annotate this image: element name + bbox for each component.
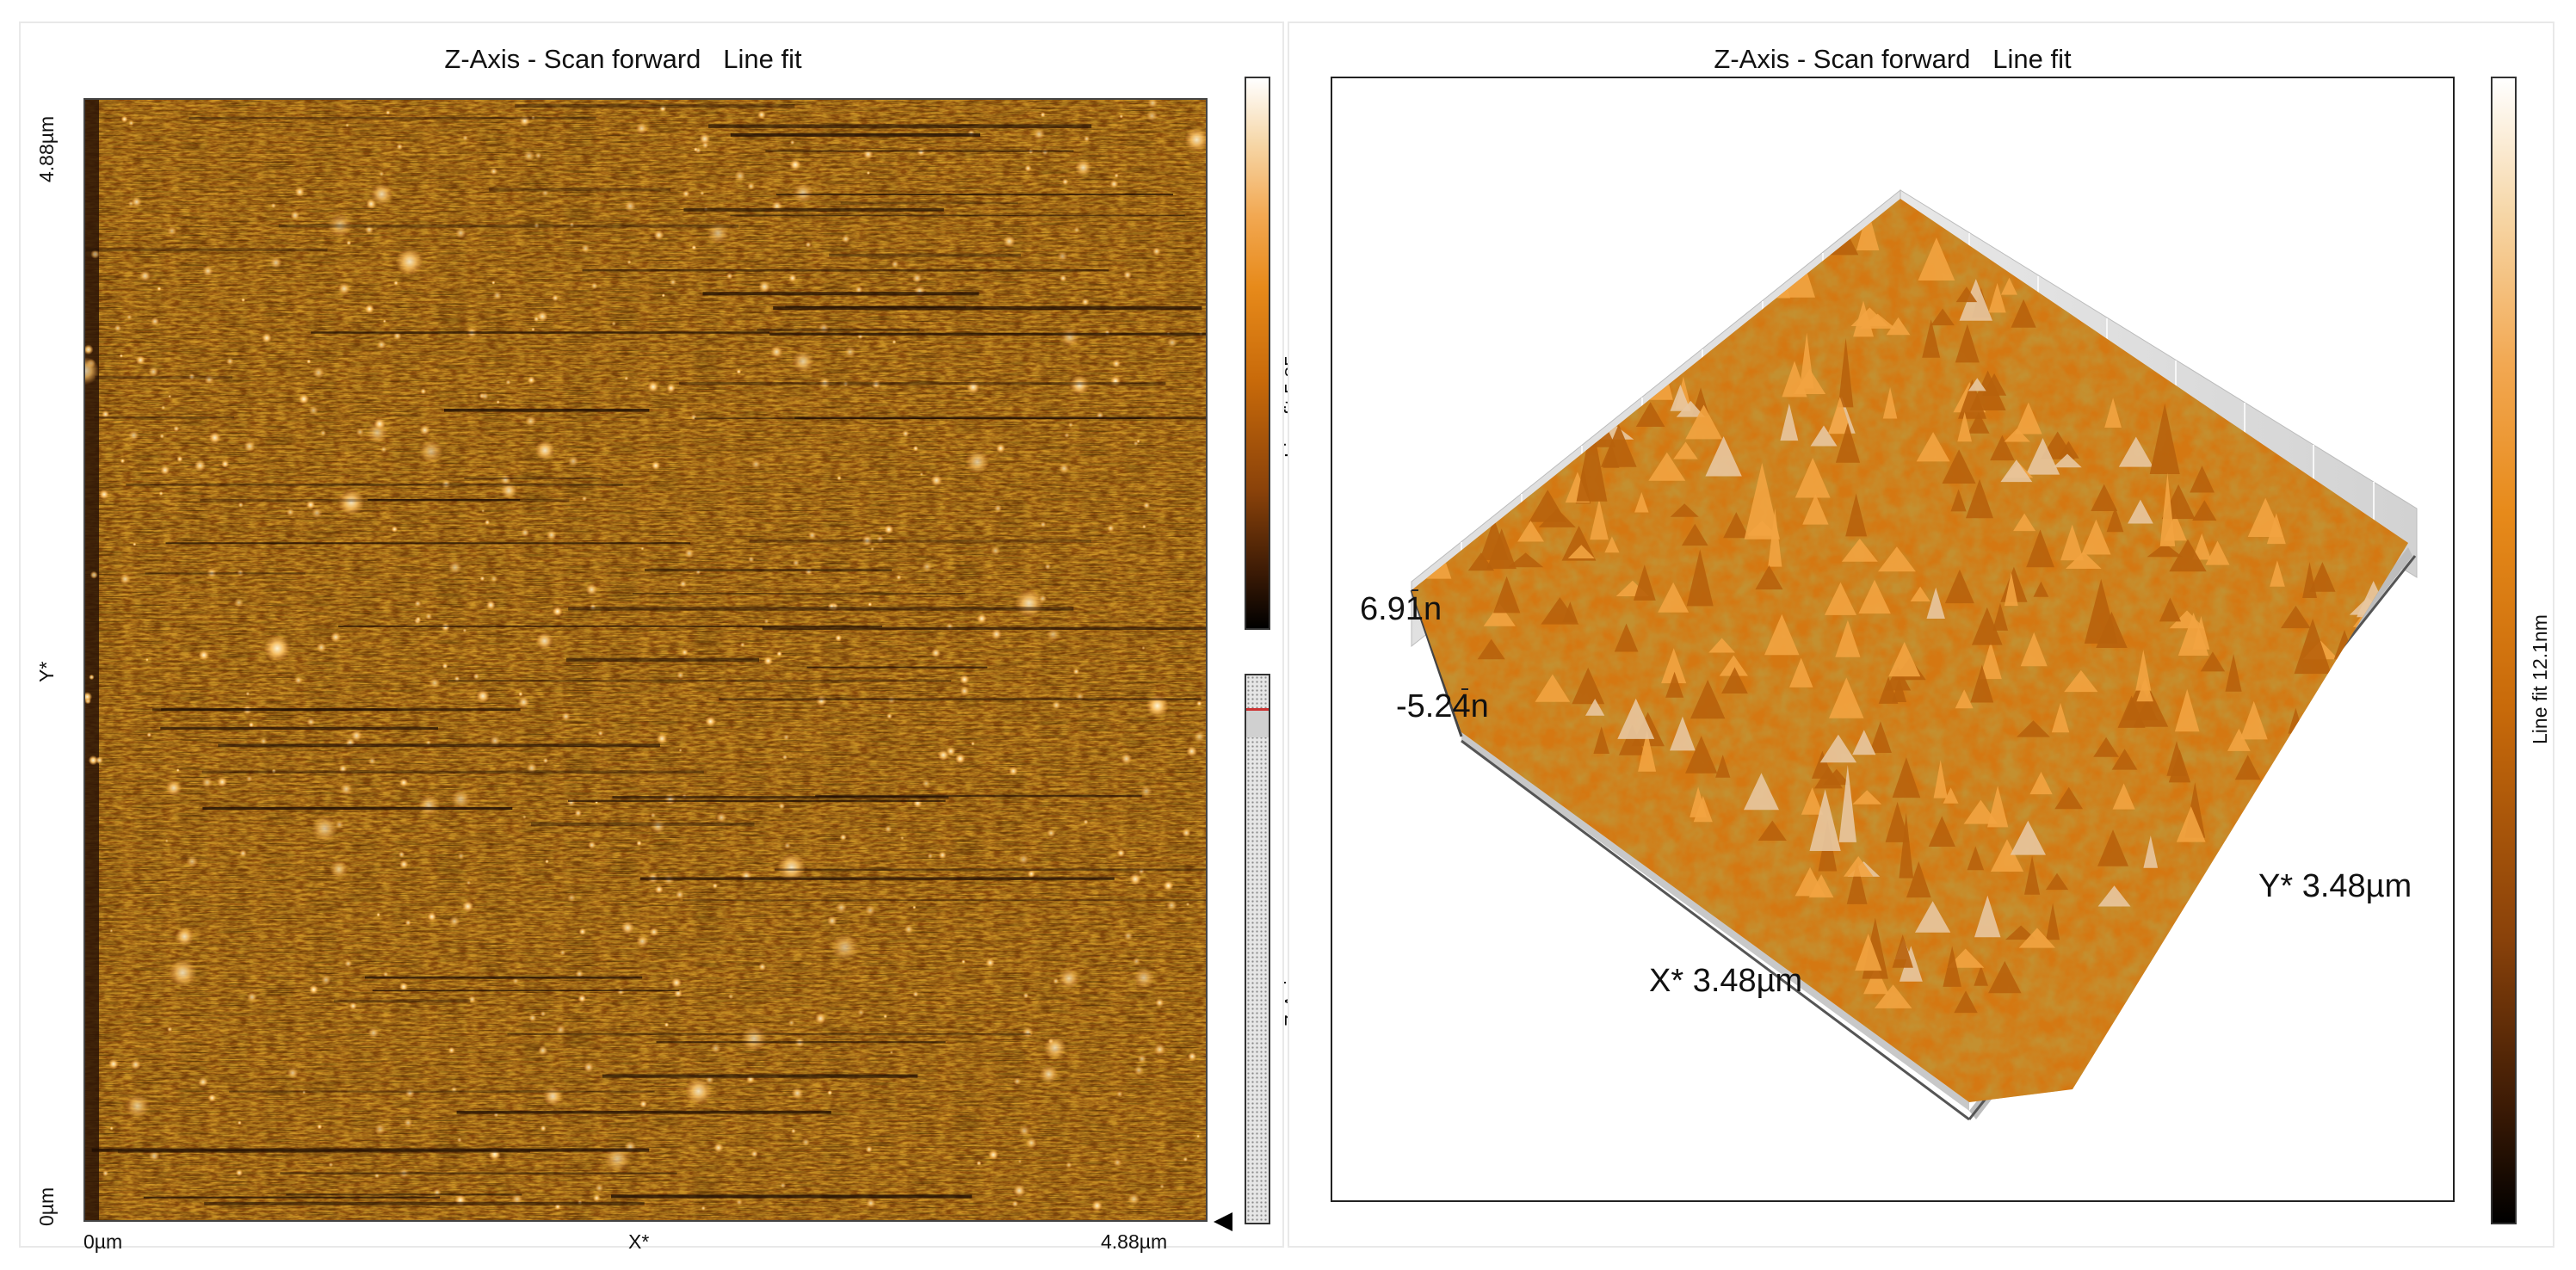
3d-surface-render xyxy=(1410,188,2418,1121)
y-axis-3d-label: Y* 3.48µm xyxy=(2258,868,2412,904)
topography-2d-panel: Z-Axis - Scan forward Line fit 4.88µm Y*… xyxy=(19,22,1303,1252)
z-max-label: 6.91n xyxy=(1360,591,1442,627)
x-axis-right-label: 4.88µm xyxy=(1101,1230,1168,1253)
x-axis-3d-label: X* 3.48µm xyxy=(1649,963,1803,999)
colorbar-label-3d: Line fit 12.1nm xyxy=(2529,614,2551,744)
height-colorbar-3d xyxy=(2491,77,2517,1224)
z-min-label: -5.24n xyxy=(1396,688,1489,724)
topography-3d-panel: Z-Axis - Scan forward Line fit xyxy=(1288,22,2554,1248)
y-axis-top-label: 4.88µm xyxy=(35,115,58,182)
x-axis-left-label: 0µm xyxy=(83,1230,123,1253)
z-axis-range-slider[interactable] xyxy=(1245,674,1270,1224)
surface-grains xyxy=(85,100,1206,1211)
range-pointer-icon[interactable] xyxy=(1214,1212,1232,1231)
height-surface xyxy=(1412,199,2408,1102)
afm-height-image[interactable] xyxy=(83,98,1208,1222)
panel-title-3d: Z-Axis - Scan forward Line fit xyxy=(1714,44,2072,74)
panel-title: Z-Axis - Scan forward Line fit xyxy=(444,44,802,74)
z-range-handle[interactable] xyxy=(1246,708,1269,737)
y-axis-title: Y* xyxy=(35,661,58,682)
afm-texture xyxy=(85,100,1206,1220)
3d-view[interactable]: 6.91n -5.24n X* 3.48µm Y* 3.48µm xyxy=(1331,77,2455,1202)
x-axis-title: X* xyxy=(628,1230,650,1253)
height-colorbar xyxy=(1245,77,1270,630)
y-axis-bottom-label: 0µm xyxy=(35,1187,58,1226)
